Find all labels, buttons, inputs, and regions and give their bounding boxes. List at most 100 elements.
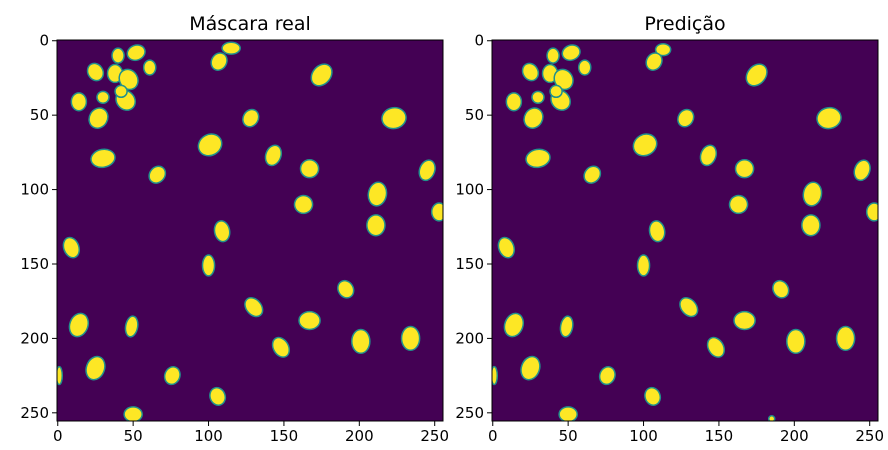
y-tick-label-right-150: 150 bbox=[455, 255, 484, 273]
cell-right-7 bbox=[505, 92, 523, 112]
cell-left-28 bbox=[201, 254, 216, 277]
cell-left-29 bbox=[337, 279, 355, 299]
x-tick-label-right-200: 200 bbox=[780, 427, 809, 445]
cell-right-18 bbox=[632, 133, 658, 157]
cell-left-22 bbox=[367, 181, 388, 207]
cell-right-0 bbox=[521, 62, 540, 82]
panel-left: Máscara real 0 50 100 150 200 250 0 50 100 150 20… bbox=[20, 13, 449, 445]
cell-left-23 bbox=[293, 194, 314, 215]
y-tick-label-left-250: 250 bbox=[20, 404, 49, 422]
cell-right-26 bbox=[801, 214, 821, 237]
cell-left-12 bbox=[210, 52, 228, 71]
cell-right-13 bbox=[745, 63, 768, 87]
x-tick-label-right-0: 0 bbox=[488, 427, 498, 445]
cell-left-30 bbox=[244, 297, 264, 318]
cell-right-25 bbox=[648, 220, 666, 243]
cell-left-6 bbox=[96, 90, 110, 105]
cell-right-2 bbox=[561, 44, 581, 62]
cell-left-39 bbox=[57, 365, 64, 386]
cell-right-41 bbox=[558, 406, 578, 421]
x-tick-label-left-0: 0 bbox=[53, 427, 63, 445]
y-axis-left: 0 50 100 150 200 250 bbox=[20, 32, 57, 422]
cell-left-7 bbox=[70, 92, 88, 112]
cell-right-27 bbox=[497, 236, 516, 259]
cell-right-14 bbox=[677, 108, 695, 128]
y-tick-label-left-200: 200 bbox=[20, 329, 49, 347]
cell-left-9 bbox=[88, 107, 109, 129]
cell-right-39 bbox=[492, 365, 499, 386]
cell-right-22 bbox=[802, 181, 823, 207]
cell-left-3 bbox=[111, 47, 125, 64]
y-tick-label-left-0: 0 bbox=[39, 32, 49, 50]
x-tick-label-left-200: 200 bbox=[345, 427, 374, 445]
cell-right-15 bbox=[816, 106, 842, 130]
cell-left-21 bbox=[418, 159, 436, 182]
cell-right-16 bbox=[525, 148, 551, 169]
x-tick-label-right-150: 150 bbox=[705, 427, 734, 445]
x-tick-label-right-50: 50 bbox=[559, 427, 578, 445]
plot-frame-left bbox=[56, 39, 444, 422]
cell-left-0 bbox=[86, 62, 105, 82]
cell-left-35 bbox=[351, 328, 371, 355]
cell-right-29 bbox=[772, 279, 790, 299]
cell-right-19 bbox=[699, 144, 718, 167]
y-tick-label-right-100: 100 bbox=[455, 181, 484, 199]
plot-frame-right bbox=[491, 39, 879, 422]
x-tick-label-right-100: 100 bbox=[629, 427, 658, 445]
cell-left-26 bbox=[366, 214, 386, 237]
x-tick-label-right-250: 250 bbox=[855, 427, 884, 445]
chart-title-right: Predição bbox=[644, 13, 725, 35]
cell-right-17 bbox=[583, 165, 602, 184]
cell-right-31 bbox=[733, 310, 756, 331]
cell-left-37 bbox=[85, 355, 106, 381]
cell-right-21 bbox=[853, 159, 871, 182]
cell-right-34 bbox=[706, 336, 726, 358]
cell-left-24 bbox=[430, 202, 443, 222]
cell-left-41 bbox=[123, 406, 143, 421]
cell-left-16 bbox=[90, 148, 116, 169]
cell-right-23 bbox=[728, 194, 749, 215]
chart-title-left: Máscara real bbox=[189, 13, 311, 35]
cell-left-33 bbox=[124, 315, 139, 338]
cell-right-35 bbox=[786, 328, 806, 355]
y-tick-label-right-50: 50 bbox=[465, 106, 484, 124]
cell-right-40 bbox=[644, 386, 662, 406]
cell-right-24 bbox=[865, 202, 878, 222]
y-tick-label-right-200: 200 bbox=[455, 329, 484, 347]
cell-right-42 bbox=[767, 415, 776, 421]
cell-right-3 bbox=[546, 47, 560, 64]
y-tick-label-left-100: 100 bbox=[20, 181, 49, 199]
cells-right bbox=[492, 42, 878, 421]
cell-right-9 bbox=[523, 107, 544, 129]
x-tick-label-left-100: 100 bbox=[194, 427, 223, 445]
cell-right-38 bbox=[598, 366, 616, 386]
cell-left-14 bbox=[242, 108, 260, 128]
cell-left-17 bbox=[148, 165, 167, 184]
panel-right: Predição 0 50 100 150 200 250 0 50 100 150 200 250 bbox=[455, 13, 884, 445]
cell-right-5 bbox=[553, 68, 574, 91]
plot-area-left bbox=[57, 40, 443, 421]
cell-left-32 bbox=[68, 312, 90, 338]
cell-right-4 bbox=[577, 59, 592, 76]
cell-left-20 bbox=[299, 159, 320, 179]
cell-left-36 bbox=[400, 325, 421, 352]
cell-right-12 bbox=[645, 52, 663, 71]
cell-left-4 bbox=[142, 59, 157, 76]
cell-left-19 bbox=[264, 144, 283, 167]
cell-left-18 bbox=[197, 133, 223, 157]
cell-right-10 bbox=[549, 84, 563, 99]
cell-left-31 bbox=[298, 310, 321, 331]
y-tick-label-right-0: 0 bbox=[474, 32, 484, 50]
cell-left-5 bbox=[118, 68, 139, 91]
plot-area-right bbox=[492, 40, 878, 421]
cell-right-36 bbox=[835, 325, 856, 352]
x-axis-right: 0 50 100 150 200 250 bbox=[488, 421, 884, 445]
cell-left-11 bbox=[221, 41, 241, 55]
x-tick-label-left-250: 250 bbox=[420, 427, 449, 445]
y-tick-label-left-150: 150 bbox=[20, 255, 49, 273]
x-axis-left: 0 50 100 150 200 250 bbox=[53, 421, 449, 445]
cells-left bbox=[57, 41, 443, 421]
cell-right-37 bbox=[520, 355, 541, 381]
x-tick-label-left-150: 150 bbox=[270, 427, 299, 445]
